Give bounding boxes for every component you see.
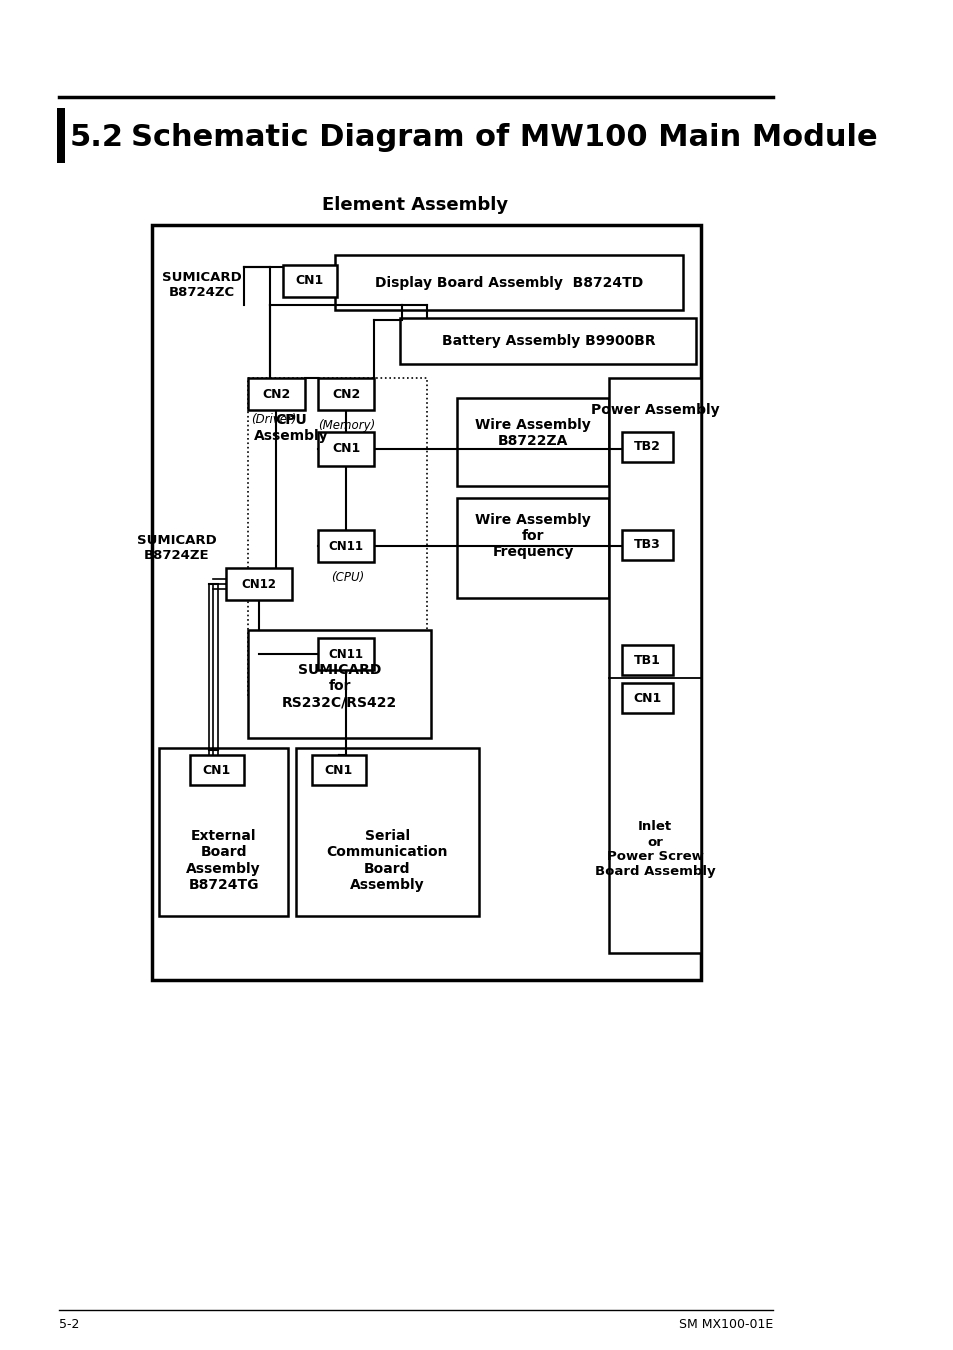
Text: CN1: CN1 <box>295 274 324 288</box>
Text: CN2: CN2 <box>262 387 291 401</box>
Bar <box>57 108 65 163</box>
Text: CPU
Assembly: CPU Assembly <box>254 413 329 443</box>
Text: TB2: TB2 <box>634 440 660 454</box>
Bar <box>456 498 609 598</box>
Text: TB1: TB1 <box>634 653 660 667</box>
Bar <box>621 531 672 560</box>
Text: Wire Assembly
B8722ZA: Wire Assembly B8722ZA <box>475 418 591 448</box>
Bar <box>621 683 672 713</box>
Text: Element Assembly: Element Assembly <box>322 196 508 215</box>
Bar <box>317 378 374 410</box>
Text: SUMICARD
B8724ZE: SUMICARD B8724ZE <box>136 535 216 562</box>
Text: External
Board
Assembly
B8724TG: External Board Assembly B8724TG <box>186 829 261 892</box>
Text: CN2: CN2 <box>332 387 360 401</box>
Text: CN1: CN1 <box>633 691 661 705</box>
Bar <box>621 432 672 462</box>
Bar <box>621 645 672 675</box>
Bar <box>400 319 696 364</box>
Bar <box>312 755 365 784</box>
Text: TB3: TB3 <box>634 539 660 552</box>
Bar <box>159 748 288 917</box>
Text: SUMICARD
B8724ZC: SUMICARD B8724ZC <box>162 271 241 298</box>
Bar <box>456 398 609 486</box>
Bar <box>190 755 243 784</box>
Text: (Driver): (Driver) <box>252 413 296 427</box>
Text: CN11: CN11 <box>328 648 363 660</box>
Text: Power Assembly: Power Assembly <box>590 404 719 417</box>
Bar <box>248 378 304 410</box>
Text: Display Board Assembly  B8724TD: Display Board Assembly B8724TD <box>375 275 642 289</box>
Text: Wire Assembly
for
Frequency: Wire Assembly for Frequency <box>475 513 591 559</box>
Bar <box>335 255 682 310</box>
Text: Inlet
or
Power Screw
Board Assembly: Inlet or Power Screw Board Assembly <box>594 821 715 879</box>
Bar <box>248 630 431 738</box>
Bar <box>283 265 336 297</box>
Text: CN1: CN1 <box>332 443 360 455</box>
Bar <box>248 378 426 698</box>
Bar <box>226 568 292 599</box>
Text: Serial
Communication
Board
Assembly: Serial Communication Board Assembly <box>326 829 448 892</box>
Text: 5-2: 5-2 <box>59 1319 79 1331</box>
Text: SM MX100-01E: SM MX100-01E <box>678 1319 772 1331</box>
Text: SUMICARD
for
RS232C/RS422: SUMICARD for RS232C/RS422 <box>281 663 396 709</box>
Text: CN11: CN11 <box>328 540 363 552</box>
Bar <box>317 639 374 670</box>
Text: 5.2: 5.2 <box>70 123 124 153</box>
Bar <box>295 748 478 917</box>
Text: (CPU): (CPU) <box>332 571 364 583</box>
Text: (Memory): (Memory) <box>317 418 375 432</box>
Bar <box>152 225 700 980</box>
Bar <box>609 378 700 953</box>
Bar <box>317 531 374 562</box>
Text: CN1: CN1 <box>202 764 231 776</box>
Text: CN1: CN1 <box>324 764 353 776</box>
Text: CN12: CN12 <box>241 578 276 590</box>
Text: Battery Assembly B9900BR: Battery Assembly B9900BR <box>441 333 655 348</box>
Bar <box>317 432 374 466</box>
Text: Schematic Diagram of MW100 Main Module: Schematic Diagram of MW100 Main Module <box>131 123 876 153</box>
